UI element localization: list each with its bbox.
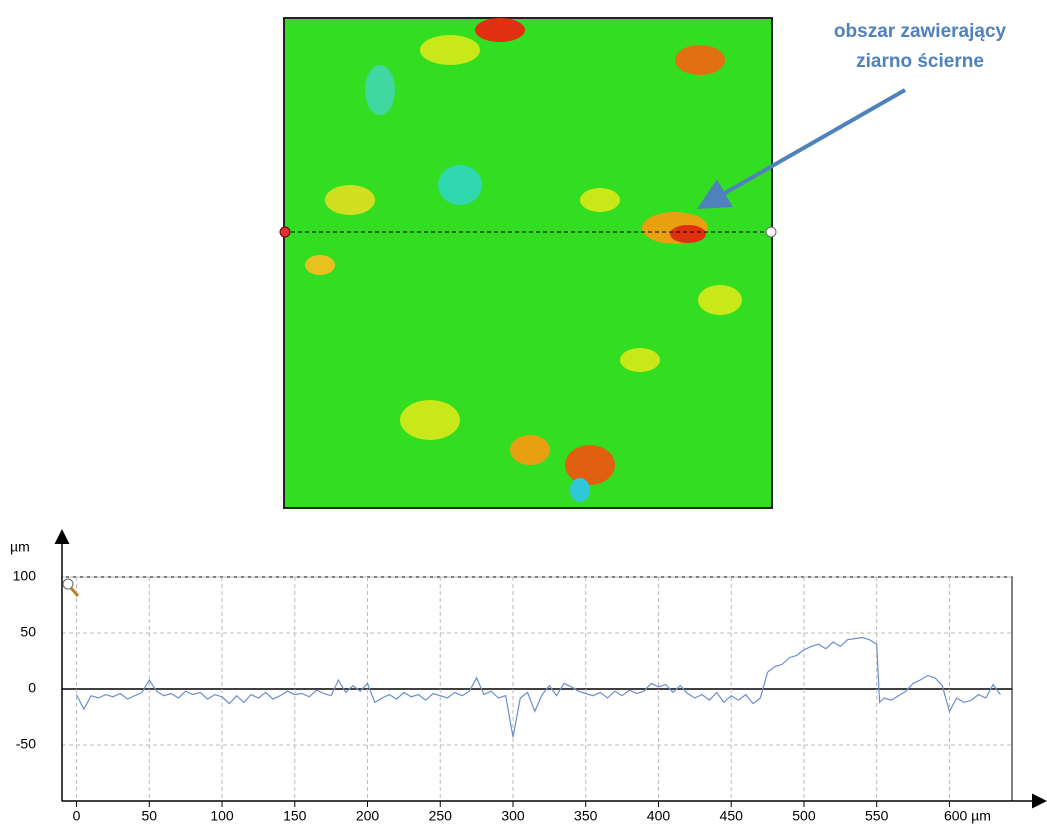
profile-end[interactable] <box>765 226 777 238</box>
x-tick-label: 100 <box>210 808 234 824</box>
blob <box>620 348 660 372</box>
y-tick-label: -50 <box>16 736 36 752</box>
x-tick-label: 400 <box>647 808 671 824</box>
zoom-icon[interactable] <box>62 578 80 597</box>
x-tick-label: 250 <box>429 808 453 824</box>
blob <box>670 225 706 243</box>
y-axis-label: µm <box>10 539 30 555</box>
x-tick-label: 0 <box>73 808 81 824</box>
blob <box>475 18 525 42</box>
blob <box>510 435 550 465</box>
map-background <box>283 17 773 509</box>
x-tick-label: 300 <box>501 808 525 824</box>
x-tick-label: 600 µm <box>944 808 991 824</box>
blob <box>698 285 742 315</box>
blob <box>420 35 480 65</box>
profile-start[interactable] <box>279 226 291 238</box>
x-tick-label: 50 <box>142 808 158 824</box>
y-tick-label: 0 <box>28 680 36 696</box>
profile-line <box>75 636 1001 738</box>
blob <box>438 165 482 205</box>
x-tick-label: 200 <box>356 808 380 824</box>
height-map <box>279 17 777 509</box>
annotation: ziarno ścierne <box>856 51 984 72</box>
x-tick-label: 150 <box>283 808 307 824</box>
blob <box>305 255 335 275</box>
annotation-arrow <box>697 88 906 209</box>
blob <box>400 400 460 440</box>
blob <box>365 65 395 115</box>
y-tick-label: 100 <box>13 568 37 584</box>
x-tick-label: 450 <box>720 808 744 824</box>
x-tick-label: 350 <box>574 808 598 824</box>
blob <box>580 188 620 212</box>
blob <box>675 45 725 75</box>
x-tick-label: 550 <box>865 808 889 824</box>
blob <box>325 185 375 215</box>
blob <box>570 478 590 502</box>
annotation: obszar zawierający <box>834 21 1007 42</box>
y-tick-label: 50 <box>20 624 36 640</box>
blob <box>565 445 615 485</box>
x-tick-label: 500 <box>792 808 816 824</box>
profile-chart: -50 0 50 100 0 50 100 150 200 250 300 350 400 450 500 5… <box>13 568 1013 824</box>
